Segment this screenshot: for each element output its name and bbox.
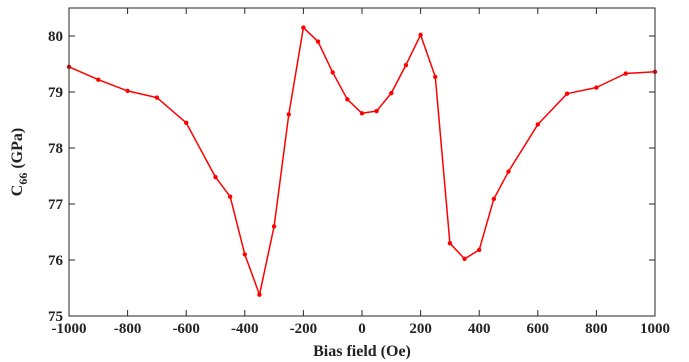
data-point [154, 95, 160, 100]
data-point [433, 74, 438, 80]
y-tick-label: 79 [48, 85, 63, 101]
series-line [68, 26, 656, 296]
data-point [359, 111, 365, 116]
y-tick-label: 76 [48, 253, 64, 269]
data-point [447, 241, 453, 246]
x-axis-title: Bias field (Oe) [313, 343, 411, 360]
data-point [96, 77, 101, 82]
x-axis-ticks: -1000 -800 -600 -400 -200 0 200 400 600 800 1000 [52, 8, 670, 337]
data-point [506, 169, 511, 174]
x-tick-label: 1000 [640, 321, 670, 337]
data-point [213, 174, 218, 180]
data-point [227, 194, 233, 199]
y-axis-title: C66 (GPa) [9, 128, 30, 196]
data-point [301, 25, 306, 30]
x-tick-label: 400 [468, 321, 491, 337]
data-point [491, 196, 497, 202]
y-tick-label: 75 [48, 309, 63, 325]
data-point [271, 224, 277, 229]
x-tick-label: 200 [409, 321, 432, 337]
data-point [315, 39, 321, 44]
x-tick-label: 600 [527, 321, 550, 337]
data-point [184, 120, 189, 126]
data-point [594, 85, 599, 90]
data-point [418, 32, 423, 38]
data-point [125, 88, 130, 94]
data-point [345, 97, 350, 102]
data-point [374, 108, 379, 114]
data-point [477, 247, 482, 253]
data-point [623, 71, 628, 76]
x-tick-label: -200 [290, 321, 318, 337]
data-point [286, 112, 291, 117]
data-point [257, 292, 262, 297]
y-axis-title-main: C [9, 185, 26, 197]
x-tick-label: 0 [358, 321, 366, 337]
data-point [389, 90, 394, 96]
y-axis-title-unit: (GPa) [9, 128, 26, 173]
x-tick-label: -1000 [52, 321, 87, 337]
data-point [564, 91, 570, 96]
y-tick-label: 78 [48, 141, 63, 157]
data-point [535, 122, 540, 127]
y-axis-ticks: 75 76 77 78 79 80 [48, 29, 655, 325]
y-tick-label: 80 [48, 29, 63, 45]
x-tick-label: -800 [114, 321, 142, 337]
data-point [242, 252, 247, 257]
plot-content [66, 25, 658, 297]
plot-frame [68, 7, 656, 317]
data-point [330, 70, 335, 75]
x-tick-label: -400 [231, 321, 259, 337]
data-point [403, 62, 409, 68]
x-tick-label: -600 [172, 321, 200, 337]
y-tick-label: 77 [48, 197, 64, 213]
data-point [462, 256, 467, 262]
y-axis-title-subscript: 66 [16, 173, 30, 185]
x-tick-label: 800 [585, 321, 608, 337]
